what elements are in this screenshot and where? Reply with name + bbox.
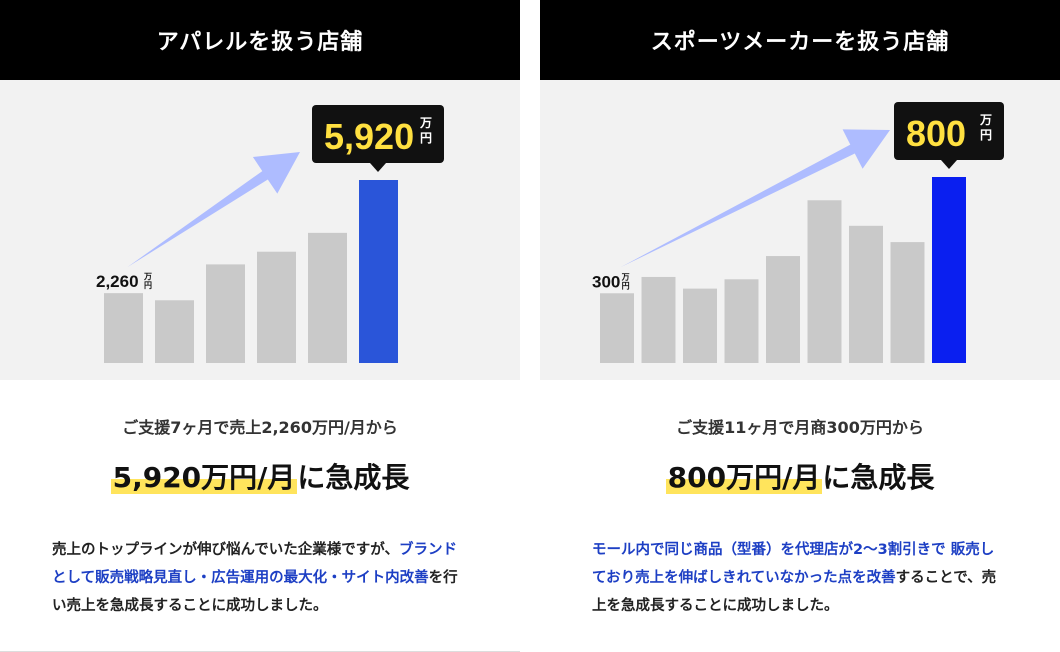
chart-bar-1 <box>600 293 634 363</box>
apparel-chart-area: 2,260 万円 5,920 万円 <box>0 80 520 380</box>
apparel-headline: 5,920万円/月に急成長 <box>0 456 520 496</box>
sports-headline: 800万円/月に急成長 <box>540 456 1060 496</box>
sports-headline-highlight: 800万円/月 <box>665 461 823 494</box>
growth-arrow-icon <box>127 152 301 268</box>
end-unit-top: 万 <box>979 113 992 127</box>
sports-card-header: スポーツメーカーを扱う店舗 <box>540 0 1060 80</box>
sports-subtitle: ご支援11ヶ月で月商300万円から <box>676 418 924 437</box>
apparel-sales-chart: 2,260 万円5,920 万円 <box>96 105 444 363</box>
start-unit-top: 万 <box>621 272 630 281</box>
start-unit-top: 万 <box>143 272 152 281</box>
sports-case-card: スポーツメーカーを扱う店舗 300 万円 800 万円 ご支援11ヶ月で月商300万円… <box>540 0 1060 652</box>
sports-headline-rest: に急成長 <box>822 461 935 494</box>
chart-bar-7 <box>849 225 883 363</box>
chart-bar-2 <box>155 300 194 363</box>
apparel-desc-highlight: ブランドとして販売戦略見直し・広告運用の最大化・サイト内改善 <box>52 542 457 586</box>
end-value-callout-pointer <box>370 163 386 172</box>
growth-arrow-icon <box>620 129 890 268</box>
apparel-description: 売上のトップラインが伸び悩んでいた企業様ですが、ブランドとして販売戦略見直し・広… <box>52 536 468 620</box>
end-unit-bottom: 円 <box>980 128 992 142</box>
start-unit-bottom: 円 <box>622 281 630 290</box>
end-value-callout-pointer <box>941 160 957 169</box>
apparel-headline-rest: に急成長 <box>297 461 410 494</box>
chart-bar-4 <box>724 279 759 363</box>
apparel-headline-highlight: 5,920万円/月 <box>110 461 298 494</box>
end-unit-top: 万 <box>419 116 432 130</box>
chart-bar-5 <box>766 256 800 363</box>
apparel-card-header: アパレルを扱う店舗 <box>0 0 520 80</box>
sports-desc-text: することで、売上を急成長することに成功しました。 <box>592 570 997 614</box>
sports-description: モール内で同じ商品（型番）を代理店が2〜3割引きで 販売しており売上を伸ばしきれ… <box>592 536 1008 620</box>
apparel-case-card: アパレルを扱う店舗 2,260 万円 5,920 万円 ご支援7ヶ月で売上2,260万… <box>0 0 520 652</box>
chart-bar-8 <box>890 242 925 363</box>
end-value-callout <box>894 102 1004 160</box>
end-value-callout <box>312 105 444 163</box>
start-unit-bottom: 円 <box>144 281 152 290</box>
start-value-label: 2,260 <box>96 272 139 291</box>
chart-bar-5 <box>308 232 347 363</box>
end-unit-bottom: 円 <box>420 131 432 145</box>
apparel-subtitle: ご支援7ヶ月で売上2,260万円/月から <box>122 418 398 437</box>
start-value-label: 300 <box>592 272 620 291</box>
chart-bar-6 <box>807 200 842 363</box>
chart-bar-3 <box>206 264 245 363</box>
chart-bar-1 <box>104 293 143 363</box>
sports-chart-area: 300 万円 800 万円 <box>540 80 1060 380</box>
end-value-label: 5,920 <box>324 116 414 157</box>
chart-bar-3 <box>683 288 717 363</box>
chart-bar-2 <box>641 276 676 363</box>
chart-bar-6 <box>359 180 398 363</box>
apparel-desc-text-1: 売上のトップラインが伸び悩んでいた企業様ですが、 <box>52 542 399 558</box>
chart-bar-4 <box>257 251 296 363</box>
apparel-desc-text-2: を行い売上を急成長することに成功しました。 <box>52 570 458 614</box>
chart-bar-9 <box>932 177 966 363</box>
end-value-label: 800 <box>906 113 966 154</box>
sports-desc-highlight: モール内で同じ商品（型番）を代理店が2〜3割引きで 販売しており売上を伸ばしきれ… <box>592 542 995 586</box>
